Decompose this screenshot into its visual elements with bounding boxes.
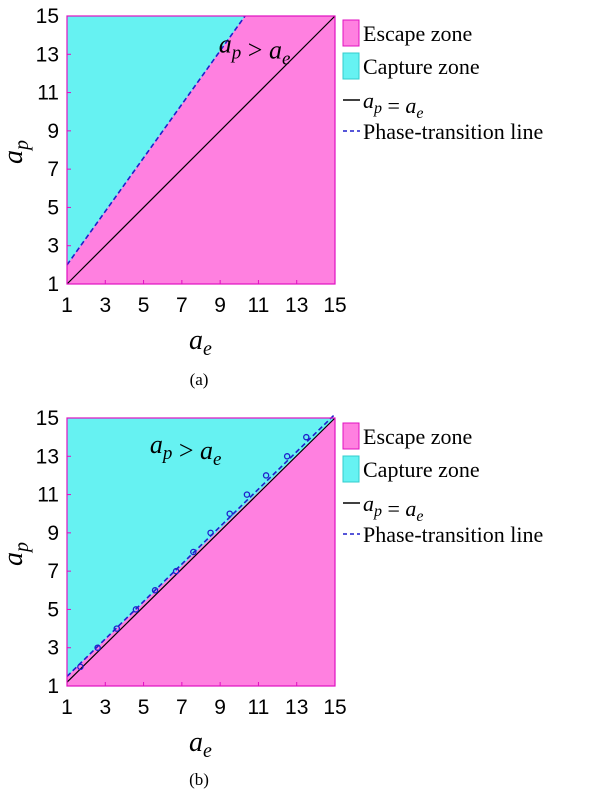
x-tick-label: 5 bbox=[138, 696, 150, 719]
equality-line bbox=[66, 417, 336, 683]
x-tick-label: 15 bbox=[323, 696, 346, 719]
phase-transition-marker bbox=[172, 567, 180, 575]
phase-transition-line bbox=[66, 15, 246, 266]
phase-transition-marker bbox=[262, 472, 270, 479]
legend-capture-swatch bbox=[342, 52, 360, 80]
x-tick-label: 3 bbox=[99, 294, 111, 317]
x-axis-label: ae bbox=[189, 325, 212, 360]
x-tick-label: 1 bbox=[61, 294, 73, 317]
y-tick-label: 9 bbox=[47, 120, 59, 143]
x-tick-label: 5 bbox=[138, 294, 150, 317]
axes-box bbox=[66, 15, 336, 285]
y-axis-label: ap bbox=[0, 542, 33, 566]
x-tick-label: 7 bbox=[176, 696, 188, 719]
phase-transition-marker bbox=[77, 663, 84, 671]
y-tick-label: 9 bbox=[47, 522, 59, 545]
legend-escape-swatch bbox=[342, 422, 360, 450]
legend-equality-label: ap = ae bbox=[363, 491, 424, 525]
y-tick-label: 11 bbox=[37, 484, 59, 507]
legend-capture-swatch bbox=[342, 455, 360, 483]
x-tick-label: 13 bbox=[285, 294, 308, 317]
y-tick-label: 15 bbox=[36, 407, 59, 430]
phase-transition-marker bbox=[94, 644, 101, 651]
legend-escape-label: Escape zone bbox=[363, 424, 472, 449]
legend-phase-label: Phase-transition line bbox=[363, 119, 543, 144]
phase-transition-marker bbox=[226, 510, 233, 517]
y-tick-label: 11 bbox=[37, 82, 59, 105]
phase-transition-marker bbox=[132, 606, 140, 613]
x-tick-label: 3 bbox=[99, 696, 111, 719]
axes-box bbox=[66, 417, 336, 687]
legend-escape-swatch bbox=[342, 19, 360, 47]
y-tick-label: 1 bbox=[47, 273, 59, 296]
x-tick-label: 11 bbox=[248, 696, 270, 719]
y-tick-label: 7 bbox=[47, 158, 59, 181]
equality-line bbox=[66, 15, 336, 285]
phase-transition-marker bbox=[151, 587, 159, 594]
phase-transition-marker bbox=[283, 453, 291, 460]
legend-equality-label: ap = ae bbox=[363, 88, 424, 122]
legend-phase-label: Phase-transition line bbox=[363, 522, 543, 547]
x-tick-label: 9 bbox=[214, 294, 226, 317]
y-tick-label: 5 bbox=[47, 598, 59, 621]
y-axis-label: ap bbox=[0, 140, 33, 164]
legend-capture-label: Capture zone bbox=[363, 457, 480, 482]
phase-transition-marker bbox=[243, 491, 251, 498]
legend-escape-label: Escape zone bbox=[363, 21, 472, 46]
y-tick-label: 5 bbox=[47, 196, 59, 219]
phase-transition-marker bbox=[303, 433, 310, 441]
y-tick-label: 13 bbox=[36, 43, 59, 66]
x-tick-label: 13 bbox=[285, 696, 308, 719]
x-axis-label: ae bbox=[189, 727, 212, 762]
x-tick-label: 15 bbox=[323, 294, 346, 317]
inequality-annotation: ap > ae bbox=[219, 30, 291, 70]
y-tick-label: 7 bbox=[47, 560, 59, 583]
y-tick-label: 3 bbox=[47, 637, 59, 660]
phase-transition-marker bbox=[190, 548, 197, 556]
panel-caption: (b) bbox=[189, 770, 209, 789]
x-tick-label: 9 bbox=[214, 696, 226, 719]
y-tick-label: 1 bbox=[47, 675, 59, 698]
x-tick-label: 7 bbox=[176, 294, 188, 317]
phase-transition-marker bbox=[113, 625, 121, 632]
y-tick-label: 13 bbox=[36, 445, 59, 468]
y-tick-label: 15 bbox=[36, 5, 59, 28]
y-tick-label: 3 bbox=[47, 235, 59, 258]
x-tick-label: 1 bbox=[61, 696, 73, 719]
x-tick-label: 11 bbox=[248, 294, 270, 317]
phase-transition-line bbox=[66, 413, 336, 678]
inequality-annotation: ap > ae bbox=[150, 430, 222, 470]
legend-capture-label: Capture zone bbox=[363, 54, 480, 79]
panel-caption: (a) bbox=[190, 370, 209, 389]
phase-transition-marker bbox=[207, 529, 214, 537]
